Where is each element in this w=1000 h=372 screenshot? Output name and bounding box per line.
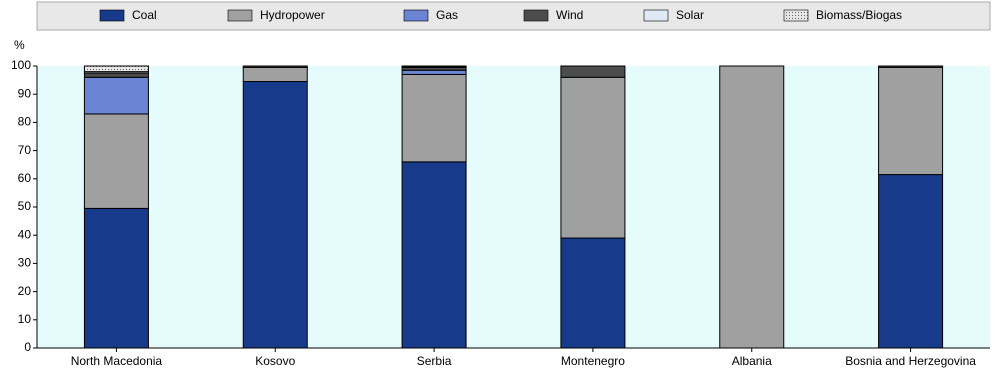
bar-segment <box>401 161 467 349</box>
y-tick-label: 20 <box>18 284 32 298</box>
bar-segment <box>242 66 308 83</box>
legend-label: Wind <box>556 8 583 22</box>
bar-segment <box>242 81 308 349</box>
legend-label: Solar <box>676 8 704 22</box>
y-tick-label: 80 <box>18 115 32 129</box>
bar-segment <box>560 65 626 78</box>
bar-segment <box>878 66 944 176</box>
legend-label: Biomass/Biogas <box>816 8 902 22</box>
bar-segment <box>560 237 626 349</box>
y-tick-label: 50 <box>18 199 32 213</box>
legend-box <box>36 1 991 31</box>
x-tick-label: North Macedonia <box>71 354 163 368</box>
bar-segment <box>719 65 785 349</box>
y-tick-label: 90 <box>18 86 32 100</box>
bar-segment <box>401 69 467 75</box>
bar-segment <box>401 65 467 68</box>
x-tick-label: Montenegro <box>561 354 625 368</box>
y-tick-label: 0 <box>24 340 31 354</box>
bar-segment <box>83 72 149 78</box>
x-tick-label: Kosovo <box>255 354 295 368</box>
bar-segment <box>83 207 149 349</box>
x-tick-label: Bosnia and Herzegovina <box>845 354 976 368</box>
bar-segment <box>560 76 626 239</box>
legend-label: Gas <box>436 8 458 22</box>
bar-segment <box>83 76 149 115</box>
legend-swatch <box>403 9 429 22</box>
bar-segment <box>878 174 944 349</box>
bar-segment <box>83 65 149 73</box>
y-tick-label: 70 <box>18 143 32 157</box>
bar-segment <box>242 65 308 68</box>
legend-label: Coal <box>132 8 157 22</box>
bar-segment <box>401 73 467 163</box>
y-tick-label: 100 <box>11 58 31 72</box>
legend-label: Hydropower <box>260 8 325 22</box>
x-tick-label: Serbia <box>417 354 452 368</box>
bar-segment <box>878 65 944 68</box>
x-tick-label: Albania <box>732 354 772 368</box>
y-tick-label: 10 <box>18 312 32 326</box>
y-tick-label: 40 <box>18 227 32 241</box>
legend-swatch <box>523 9 549 22</box>
legend-swatch <box>99 9 125 22</box>
y-tick-label: 30 <box>18 256 32 270</box>
bar-segment <box>83 113 149 209</box>
plot-area <box>37 66 990 348</box>
legend-swatch <box>643 9 669 22</box>
legend-swatch <box>227 9 253 22</box>
y-axis-label: % <box>14 38 25 52</box>
y-tick-label: 60 <box>18 171 32 185</box>
legend-swatch <box>783 9 809 22</box>
